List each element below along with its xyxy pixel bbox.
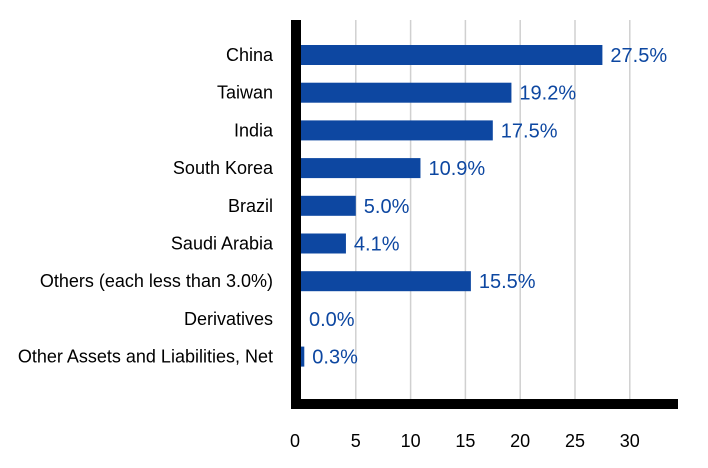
category-label: China [226,45,274,65]
category-label: Taiwan [217,83,273,103]
category-labels: China Taiwan India South Korea Brazil Saudi A… [18,45,274,367]
bar [301,82,512,103]
data-label: 17.5% [501,120,558,142]
x-tick-label: 30 [620,431,640,451]
data-label: 10.9% [428,158,485,180]
data-label: 0.0% [309,309,355,331]
axes [291,20,678,409]
x-tick-label: 25 [565,431,585,451]
x-tick-label: 5 [351,431,361,451]
y-axis [291,20,301,409]
category-label: South Korea [173,158,274,178]
data-label: 5.0% [364,196,410,218]
data-labels: 27.5% 19.2% 17.5% 10.9% 5.0% 4.1% 15.5% 0.0% 0.3… [309,45,667,369]
x-axis [291,399,678,409]
data-label: 15.5% [479,271,536,293]
bars [301,45,603,367]
data-label: 19.2% [519,83,576,105]
x-tick-labels: 0 5 10 15 20 25 30 [290,431,640,451]
bar [301,45,603,65]
category-label: Saudi Arabia [171,234,274,254]
bar [301,233,346,254]
bar [301,271,471,292]
category-label: Other Assets and Liabilities, Net [18,347,273,367]
x-tick-label: 15 [455,431,475,451]
category-label: Derivatives [184,309,273,329]
data-label: 4.1% [354,234,400,256]
category-label: Others (each less than 3.0%) [40,271,273,291]
x-tick-label: 20 [510,431,530,451]
bar [301,346,305,367]
bar [301,195,356,216]
x-tick-label: 0 [290,431,300,451]
data-label: 0.3% [312,347,358,369]
category-label: India [234,120,274,140]
bar [301,120,493,141]
data-label: 27.5% [610,45,667,67]
bar [301,158,421,179]
category-label: Brazil [228,196,273,216]
x-tick-label: 10 [401,431,421,451]
